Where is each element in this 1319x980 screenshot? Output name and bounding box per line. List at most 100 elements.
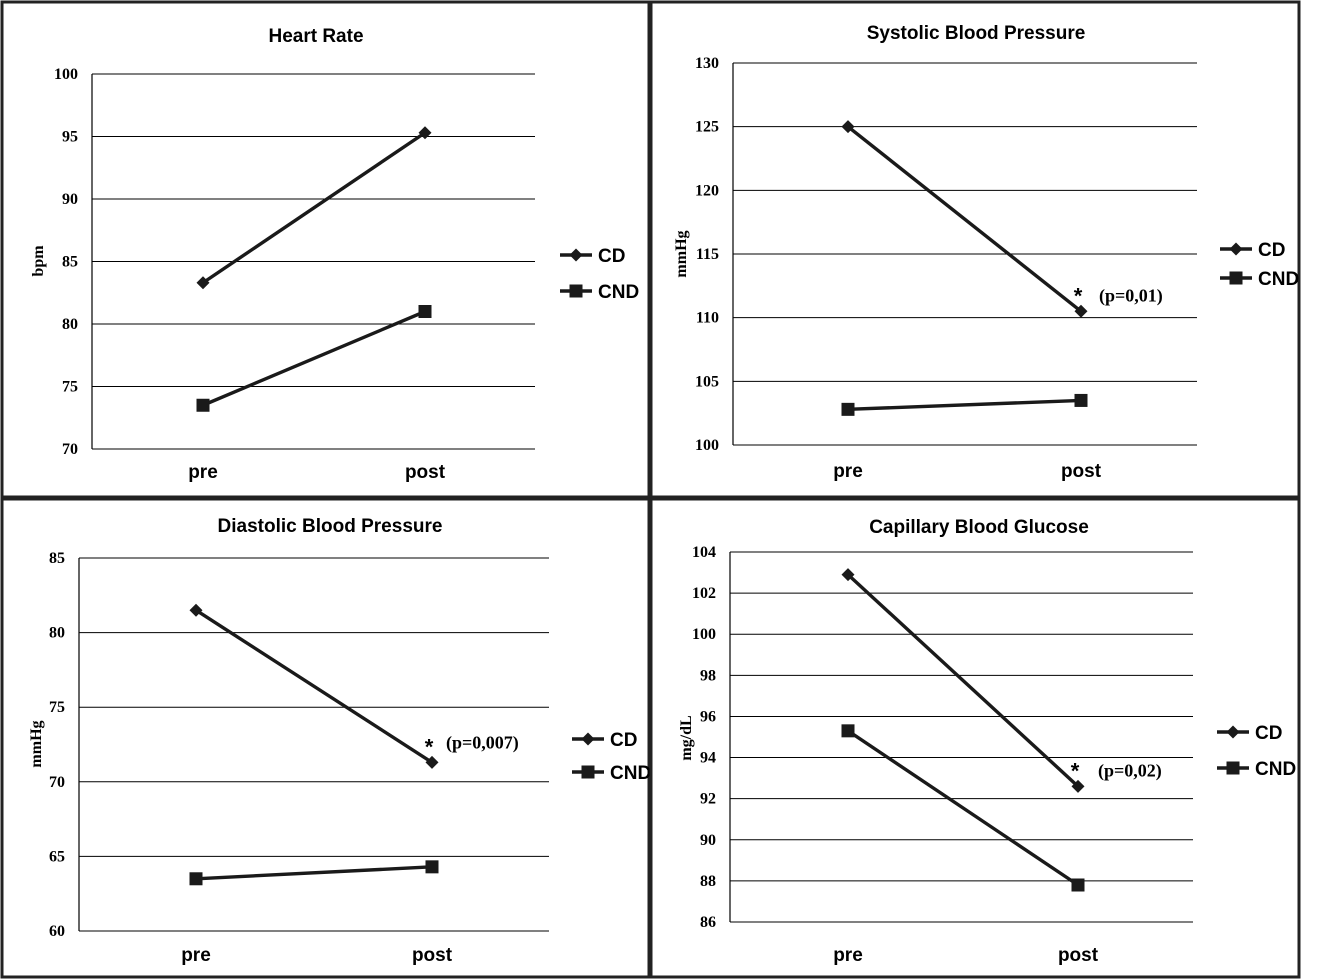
y-axis-label: mmHg [673, 230, 690, 277]
panel-border [649, 0, 1301, 499]
y-tick-label: 86 [700, 914, 716, 931]
chart-panel-1: 70 75 80 85 90 95 100 Heart Rate bpm pre post CD CND [0, 0, 651, 499]
data-point-cd [1071, 779, 1085, 793]
legend-marker-cnd [569, 284, 583, 298]
legend-label-cnd: CND [610, 763, 651, 784]
y-tick-label: 105 [695, 373, 719, 390]
y-tick-label: 80 [49, 625, 65, 642]
legend-label-cd: CD [598, 246, 625, 267]
y-tick-label: 100 [692, 626, 716, 643]
series-line-cnd [847, 729, 1079, 887]
data-point-cnd [1074, 393, 1088, 407]
significance-note: (p=0,01) [1099, 285, 1163, 306]
y-axis-label: mmHg [28, 720, 45, 767]
legend-marker-cd [1226, 725, 1240, 739]
legend-label-cnd: CND [598, 282, 639, 303]
y-tick-label: 90 [62, 191, 78, 208]
chart-title: Capillary Blood Glucose [869, 517, 1089, 538]
x-tick-label: pre [833, 945, 863, 966]
y-tick-label: 95 [62, 129, 78, 146]
y-tick-label: 110 [696, 310, 719, 327]
data-point-cnd [841, 402, 855, 416]
panel-border [649, 497, 1301, 979]
chart-title: Systolic Blood Pressure [867, 23, 1086, 44]
x-tick-label: pre [833, 461, 863, 482]
data-point-cnd [1071, 878, 1085, 892]
legend-marker-cd [569, 248, 583, 262]
y-tick-label: 70 [62, 441, 78, 458]
data-point-cd [841, 120, 855, 134]
chart-panel-2: 100 105 110 115 120 125 130 Systolic Blood Pres… [649, 0, 1301, 499]
x-tick-label: pre [181, 945, 211, 966]
chart-panel-3: 60 65 70 75 80 85 Diastolic Blood Pressure mmHg… [0, 497, 651, 979]
data-point-cnd [196, 398, 210, 412]
chart-title: Heart Rate [268, 26, 363, 47]
significance-note: (p=0,02) [1098, 760, 1162, 781]
legend-label-cd: CD [610, 730, 637, 751]
data-point-cd [189, 603, 203, 617]
series-line-cd [846, 125, 1083, 313]
y-tick-label: 85 [62, 254, 78, 271]
y-tick-label: 130 [695, 55, 719, 72]
series-line-cnd [195, 865, 433, 881]
x-tick-label: pre [188, 462, 218, 483]
y-tick-label: 85 [49, 550, 65, 567]
y-tick-label: 75 [49, 699, 65, 716]
legend-label-cd: CD [1258, 240, 1285, 261]
significance-note: (p=0,007) [446, 732, 519, 753]
series-line-cnd [847, 398, 1082, 412]
chart-title: Diastolic Blood Pressure [218, 516, 443, 537]
data-point-cd [425, 755, 439, 769]
data-point-cd [841, 568, 855, 582]
data-point-cnd [425, 860, 439, 874]
y-axis-label: bpm [30, 245, 47, 277]
y-tick-label: 60 [49, 923, 65, 940]
series-line-cd [202, 131, 426, 285]
data-point-cnd [418, 305, 432, 318]
y-tick-label: 96 [700, 708, 716, 725]
y-tick-label: 120 [695, 182, 719, 199]
y-tick-label: 65 [49, 848, 65, 865]
panel-border [0, 497, 651, 979]
y-tick-label: 94 [700, 750, 716, 767]
significance-star: * [425, 734, 434, 759]
x-tick-label: post [1061, 461, 1102, 482]
y-axis-label: mg/dL [678, 715, 695, 760]
y-tick-label: 90 [700, 832, 716, 849]
series-line-cd [846, 573, 1080, 788]
y-tick-label: 92 [700, 791, 716, 808]
series-line-cnd [202, 309, 426, 407]
y-tick-label: 70 [49, 774, 65, 791]
x-tick-label: post [1058, 945, 1099, 966]
legend-marker-cnd [1229, 271, 1243, 285]
x-tick-label: post [412, 945, 453, 966]
data-point-cd [1074, 304, 1088, 318]
y-tick-label: 100 [695, 437, 719, 454]
data-point-cd [418, 126, 432, 140]
series-line-cd [195, 608, 433, 764]
significance-star: * [1071, 758, 1080, 783]
legend-marker-cd [581, 732, 595, 746]
y-tick-label: 102 [692, 585, 716, 602]
panel-border [0, 0, 651, 499]
data-point-cnd [189, 872, 203, 886]
y-tick-label: 88 [700, 873, 716, 890]
legend-label-cd: CD [1255, 723, 1282, 744]
y-tick-label: 100 [54, 66, 78, 83]
legend-marker-cd [1229, 242, 1243, 256]
y-tick-label: 98 [700, 667, 716, 684]
y-tick-label: 80 [62, 316, 78, 333]
chart-panel-4: 86 88 90 92 94 96 98 100 102 104 Capillary Blood G… [649, 497, 1301, 979]
y-tick-label: 115 [696, 246, 719, 263]
y-tick-label: 104 [692, 544, 716, 561]
legend-marker-cnd [581, 765, 595, 779]
significance-star: * [1074, 283, 1083, 308]
data-point-cnd [841, 724, 855, 738]
legend-label-cnd: CND [1258, 269, 1299, 290]
legend-marker-cnd [1226, 761, 1240, 775]
y-tick-label: 75 [62, 379, 78, 396]
data-point-cd [196, 276, 210, 290]
x-tick-label: post [405, 462, 446, 483]
